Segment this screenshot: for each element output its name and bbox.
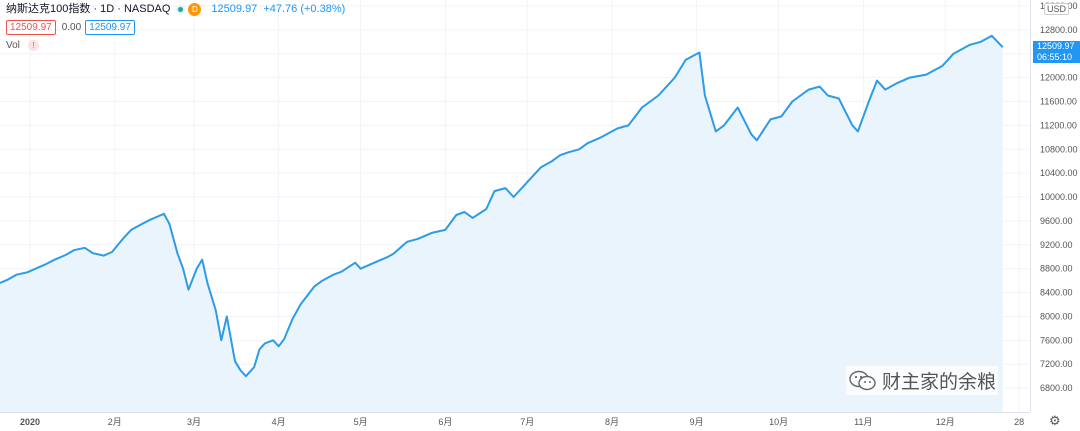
symbol-title[interactable]: 纳斯达克100指数 · 1D · NASDAQ <box>6 3 171 15</box>
y-tick-label: 6800.00 <box>1040 383 1073 393</box>
currency-label[interactable]: USD <box>1044 3 1070 15</box>
x-tick-label: 28 <box>1014 417 1024 427</box>
last-price: 12509.97 <box>211 3 258 15</box>
value-mid: 0.00 <box>61 22 82 33</box>
x-tick-label: 2020 <box>20 417 40 427</box>
chart-legend: 纳斯达克100指数 · 1D · NASDAQ D 12509.97 +47.7… <box>6 2 345 16</box>
y-tick-label: 7200.00 <box>1040 359 1073 369</box>
watermark-text: 财主家的余粮 <box>882 372 997 393</box>
y-tick-label: 11200.00 <box>1040 120 1077 130</box>
delay-badge-icon: D <box>188 2 202 16</box>
x-tick-label: 6月 <box>438 417 452 427</box>
settings-gear-icon[interactable]: ⚙ <box>1049 413 1061 428</box>
volume-label: Vol <box>6 40 20 51</box>
x-tick-label: 3月 <box>187 417 201 427</box>
y-tick-label: 9600.00 <box>1040 216 1073 226</box>
y-tick-label: 10800.00 <box>1040 144 1078 154</box>
y-tick-label: 8800.00 <box>1040 264 1073 274</box>
x-tick-label: 4月 <box>272 417 286 427</box>
y-tick-label: 8400.00 <box>1040 288 1073 298</box>
watermark: 财主家的余粮 <box>846 366 999 395</box>
y-tick-label: 10000.00 <box>1040 192 1078 202</box>
value-box-red: 12509.97 <box>6 20 56 35</box>
volume-legend[interactable]: Vol ! <box>6 40 39 51</box>
y-tick-label: 12000.00 <box>1040 73 1078 83</box>
y-tick-label: 11600.00 <box>1040 97 1077 107</box>
x-tick-label: 10月 <box>769 417 788 427</box>
x-tick-label: 9月 <box>690 417 704 427</box>
last-price-tag: 12509.97 <box>1033 41 1080 53</box>
countdown-tag: 06:55:10 <box>1033 52 1080 64</box>
area-fill <box>0 35 1003 413</box>
x-tick-label: 2月 <box>108 417 122 427</box>
x-tick-label: 8月 <box>605 417 619 427</box>
price-change: +47.76 (+0.38%) <box>263 3 346 15</box>
x-tick-label: 7月 <box>520 417 534 427</box>
y-tick-label: 8000.00 <box>1040 311 1073 321</box>
market-status-icon <box>176 4 186 14</box>
price-line <box>0 34 1004 378</box>
y-tick-label: 12800.00 <box>1040 25 1078 35</box>
x-tick-label: 11月 <box>854 417 872 427</box>
x-tick-label: 5月 <box>354 417 368 427</box>
y-tick-label: 9200.00 <box>1040 240 1073 250</box>
wechat-icon <box>849 370 876 390</box>
indicator-values: 12509.97 0.00 12509.97 <box>6 20 135 35</box>
x-tick-label: 12月 <box>936 417 955 427</box>
warning-icon[interactable]: ! <box>27 40 39 51</box>
y-tick-label: 10400.00 <box>1040 168 1078 178</box>
time-axis[interactable]: 2020 2月 3月 4月 5月 6月 7月 8月 9月 10月 11月 12月 28 <box>20 417 1024 427</box>
y-tick-label: 7600.00 <box>1040 335 1073 345</box>
value-box-blue: 12509.97 <box>85 20 135 35</box>
